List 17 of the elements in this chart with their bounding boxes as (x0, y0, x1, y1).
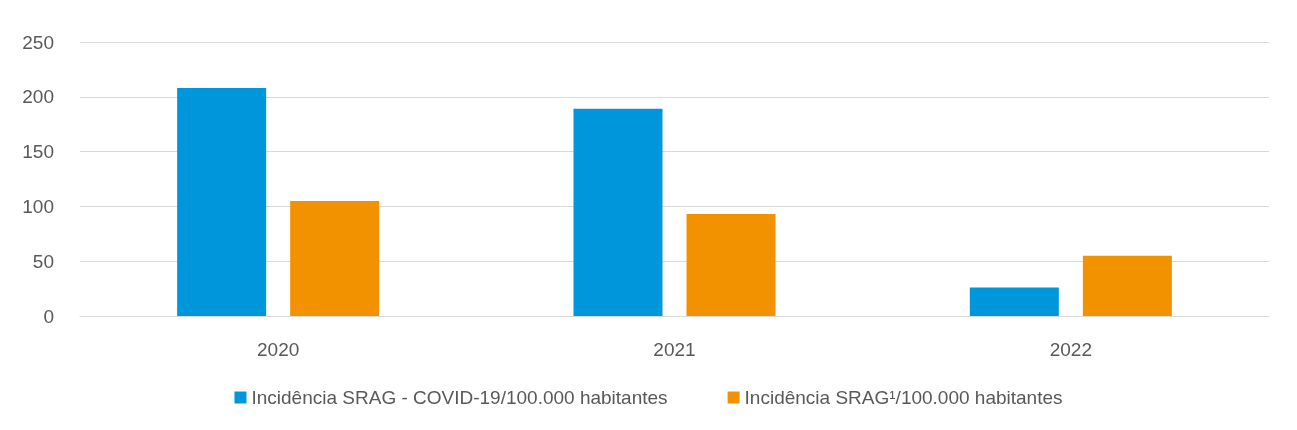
bar (290, 200, 380, 316)
legend-label: Incidência SRAG¹/100.000 habitantes (744, 387, 1063, 408)
y-tick-label: 150 (22, 141, 54, 163)
bar (969, 287, 1059, 316)
bar (1082, 255, 1172, 316)
bar (686, 214, 776, 316)
x-tick-label: 2021 (653, 339, 696, 360)
bar (177, 88, 267, 316)
y-tick-label: 0 (43, 305, 54, 327)
y-tick-label: 100 (22, 195, 54, 217)
bar (573, 108, 663, 316)
x-tick-label: 2020 (257, 339, 300, 360)
legend-label: Incidência SRAG - COVID-19/100.000 habitantes (251, 387, 668, 408)
y-tick-label: 250 (22, 31, 54, 53)
y-tick-label: 50 (32, 250, 54, 272)
x-tick-label: 2022 (1049, 339, 1092, 360)
y-tick-label: 200 (22, 86, 54, 108)
